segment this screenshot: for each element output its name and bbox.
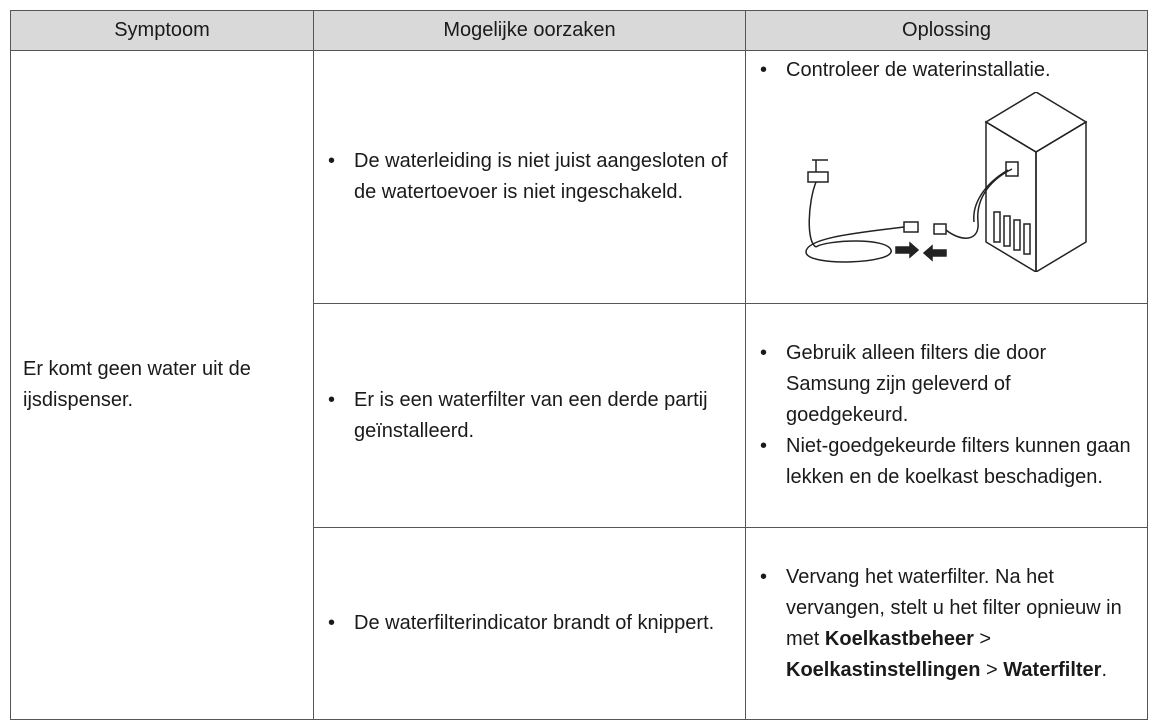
solution-item: Gebruik alleen filters die door Samsung … [760, 338, 1135, 431]
header-row: Symptoom Mogelijke oorzaken Oplossing [10, 10, 1148, 51]
header-cell: Symptoom [10, 10, 314, 51]
troubleshooting-table: Symptoom Mogelijke oorzaken Oplossing Er… [10, 10, 1148, 720]
header-cell: Mogelijke oorzaken [313, 10, 746, 51]
cause: De waterleiding is niet juist aangeslote… [328, 146, 733, 208]
solution-cell: Gebruik alleen filters die door Samsung … [745, 303, 1148, 528]
text-segment: . [1101, 658, 1108, 681]
symptom-cell: Er komt geen water uit de ijsdispenser. [10, 50, 314, 720]
solution-item: Vervang het waterfilter. Na het vervange… [760, 562, 1135, 686]
solution-item: Niet-goedgekeurde filters kunnen gaan le… [760, 431, 1135, 493]
row: De waterfilterindicator brandt of knippe… [11, 527, 1148, 720]
solution-cell: Vervang het waterfilter. Na het vervange… [745, 527, 1148, 720]
header-cell: Oplossing [745, 10, 1148, 51]
row: Er komt geen water uit de ijsdispenser. … [10, 50, 1148, 720]
water-connection-illustration [805, 92, 1088, 272]
menu-path: Koelkastbeheer [824, 627, 974, 650]
text-segment: Vervang het waterfilter. Na het vervange… [786, 565, 1122, 650]
solution-item: Controleer de waterinstallatie. [760, 55, 1135, 86]
text-segment: > [980, 658, 1004, 681]
menu-path: Waterfilter [1003, 658, 1102, 681]
cause-cell: Er is een waterfilter van een derde part… [313, 303, 746, 528]
cause-cell: De waterfilterindicator brandt of knippe… [313, 527, 746, 720]
solution-cell: Controleer de waterinstallatie. [745, 50, 1148, 304]
text-segment: > [973, 627, 992, 650]
menu-path: Koelkastinstellingen [786, 658, 981, 681]
cause: Er is een waterfilter van een derde part… [328, 385, 733, 447]
cause: De waterfilterindicator brandt of knippe… [328, 608, 733, 639]
cause-cell: De waterleiding is niet juist aangeslote… [313, 50, 746, 304]
row: Er is een waterfilter van een derde part… [11, 303, 1148, 528]
